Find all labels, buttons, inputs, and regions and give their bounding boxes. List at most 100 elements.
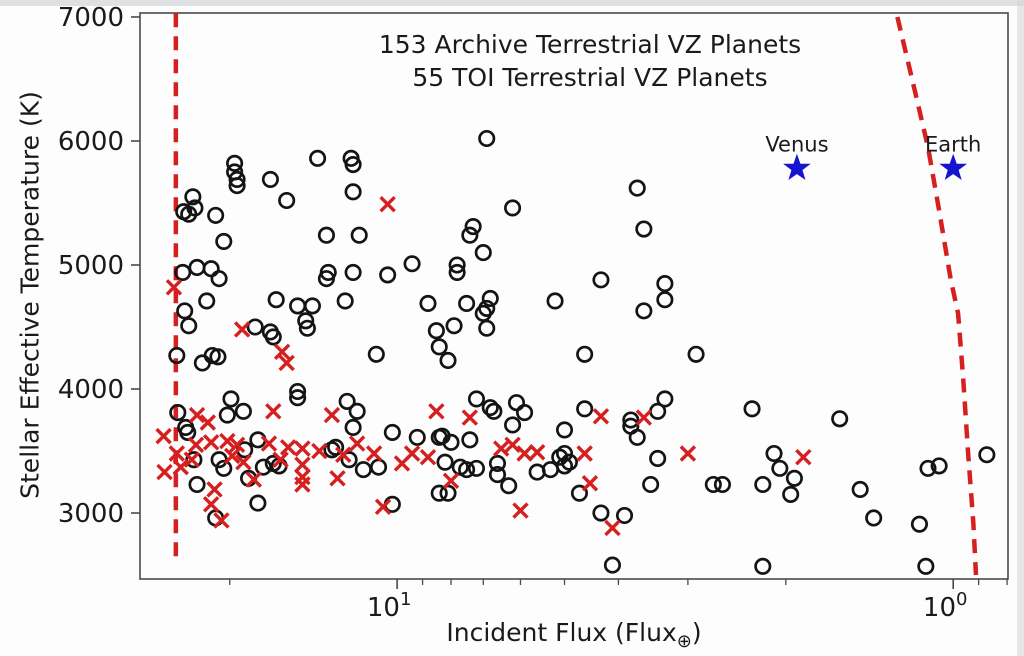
toi-planet-marker <box>492 440 510 457</box>
archive-planet-marker <box>481 399 499 417</box>
archive-planet-marker <box>782 485 800 503</box>
archive-planet-marker <box>615 506 634 525</box>
archive-planet-marker <box>754 557 772 575</box>
archive-planet-marker <box>478 319 496 337</box>
archive-planet-marker <box>635 302 653 320</box>
archive-planet-marker <box>228 170 246 188</box>
toi-planet-marker <box>279 439 297 456</box>
archive-planet-marker <box>478 129 496 148</box>
archive-planet-marker <box>481 289 499 308</box>
toi-planet-marker <box>374 498 392 516</box>
archive-planet-marker <box>246 318 264 336</box>
archive-planet-marker <box>209 348 227 366</box>
toi-planet-marker <box>379 196 396 213</box>
archive-planet-marker <box>439 484 457 502</box>
archive-planet-marker <box>327 438 345 456</box>
x-axis-label-suffix: ) <box>691 618 702 647</box>
toi-planet-marker <box>202 496 220 513</box>
archive-planet-marker <box>180 317 198 335</box>
archive-planet-marker <box>207 206 225 224</box>
archive-planet-marker <box>785 469 803 487</box>
archive-planet-marker <box>603 556 621 574</box>
toi-planet-marker <box>461 409 479 426</box>
toi-planet-marker <box>172 458 189 476</box>
archive-planet-marker <box>369 458 388 476</box>
archive-planet-marker <box>656 390 674 408</box>
toi-planet-marker <box>592 408 610 425</box>
archive-planet-marker <box>831 410 849 428</box>
toi-planet-marker <box>206 481 223 498</box>
archive-planet-marker <box>367 345 385 363</box>
archive-planet-marker <box>570 484 589 502</box>
archive-planet-marker <box>344 183 362 201</box>
toi-planet-marker <box>294 456 311 473</box>
archive-planet-marker <box>338 392 356 410</box>
toi-planet-marker <box>323 406 341 424</box>
archive-planet-marker <box>215 232 233 250</box>
legend-toi-label: 55 TOI Terrestrial VZ Planets <box>412 63 768 92</box>
archive-planet-marker <box>336 292 354 310</box>
archive-planet-marker <box>467 390 486 408</box>
archive-planet-marker <box>576 400 594 418</box>
archive-planet-marker <box>289 382 307 401</box>
y-tick-label: 7000 <box>58 3 124 33</box>
archive-planet-marker <box>622 411 640 429</box>
toi-planet-marker <box>168 445 186 462</box>
archive-planet-marker <box>687 345 705 363</box>
archive-planet-marker <box>851 480 869 499</box>
archive-planet-marker <box>249 494 267 512</box>
archive-planet-marker <box>226 154 244 172</box>
archive-planet-marker <box>261 170 279 188</box>
archive-planet-marker <box>184 188 202 206</box>
archive-planet-marker <box>910 515 929 533</box>
archive-planet-marker <box>488 466 507 484</box>
toi-planet-marker <box>512 502 529 519</box>
archive-planet-marker <box>771 459 789 477</box>
archive-planet-marker <box>919 459 937 477</box>
toi-planet-marker <box>235 453 252 471</box>
archive-planet-marker <box>348 402 366 420</box>
archive-planet-marker <box>344 155 362 174</box>
archive-planet-marker <box>448 263 466 281</box>
archive-planet-marker <box>865 509 883 527</box>
archive-planet-marker <box>228 177 246 195</box>
archive-planet-marker <box>560 453 578 471</box>
archive-planet-marker <box>317 270 335 288</box>
toi-planet-marker <box>335 446 352 463</box>
archive-planet-marker <box>649 402 667 420</box>
x-tick-label: 101 <box>367 589 412 623</box>
toi-planet-marker <box>795 449 812 466</box>
archive-planet-marker <box>278 191 296 210</box>
x-axis-label-prefix: Incident Flux (Flux <box>446 618 677 647</box>
archive-planet-marker <box>656 291 674 309</box>
archive-planet-marker <box>174 263 192 281</box>
archive-planet-marker <box>408 428 426 446</box>
toi-planet-marker <box>245 471 263 488</box>
toi-planet-marker <box>265 403 282 420</box>
venus-label: Venus <box>765 132 828 156</box>
toi-planet-marker <box>428 403 445 420</box>
archive-planet-marker <box>267 291 285 309</box>
archive-planet-marker <box>504 416 522 434</box>
archive-planet-marker <box>436 453 454 471</box>
archive-planet-marker <box>754 475 772 494</box>
archive-planet-marker <box>379 266 397 284</box>
archive-planet-marker <box>576 345 594 363</box>
archive-planet-marker <box>222 390 240 408</box>
archive-planet-marker <box>458 294 476 312</box>
archive-planet-marker <box>180 205 198 223</box>
archive-planet-marker <box>467 459 486 477</box>
y-tick-label: 3000 <box>58 499 124 529</box>
archive-planet-marker <box>234 402 252 420</box>
archive-planet-marker <box>448 256 466 274</box>
toi-planet-marker <box>679 445 697 462</box>
archive-planet-marker <box>298 319 316 337</box>
archive-planet-marker <box>289 389 307 407</box>
archive-planet-marker <box>439 351 457 370</box>
archive-planet-marker <box>765 444 783 463</box>
toi-planet-marker <box>199 414 217 431</box>
archive-planet-marker <box>555 444 574 463</box>
archive-planet-marker <box>188 258 206 277</box>
